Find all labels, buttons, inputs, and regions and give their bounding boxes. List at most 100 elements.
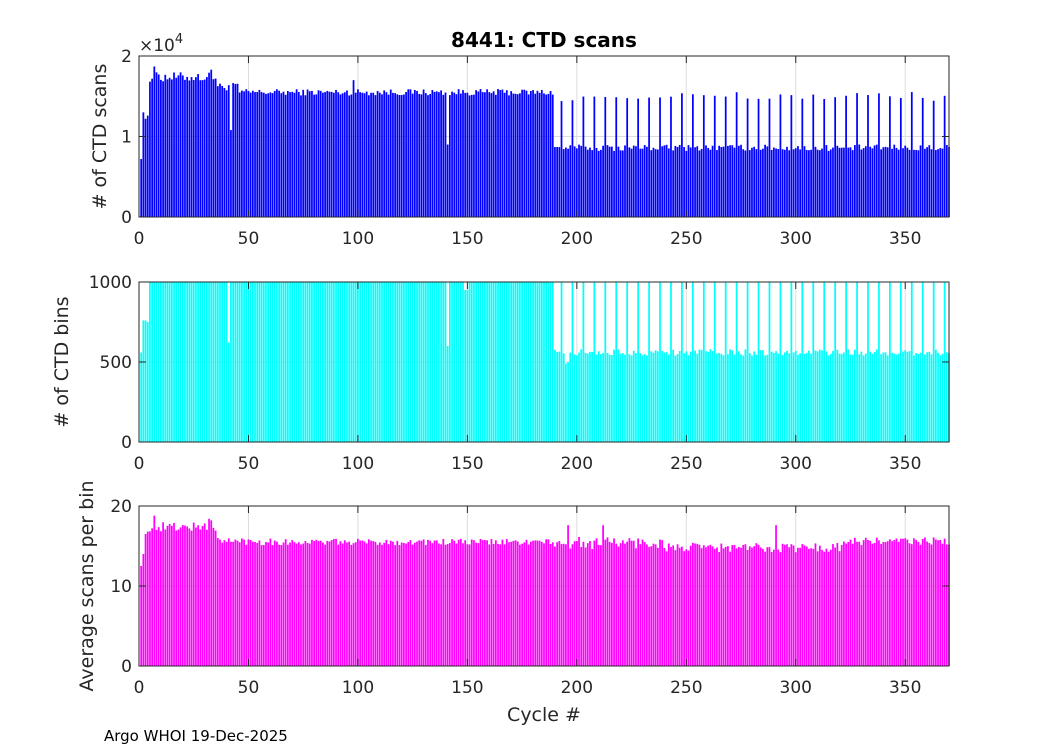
bar-avg-11 (162, 522, 164, 666)
bar-bins-167 (503, 282, 506, 442)
bar-avg-242 (667, 543, 670, 666)
bar-avg-339 (880, 543, 883, 666)
bar-avg-318 (834, 547, 837, 666)
bar-bins-96 (348, 282, 351, 442)
bar-avg-165 (499, 544, 502, 666)
bar-scans-97 (350, 94, 353, 217)
bar-bins-192 (558, 351, 561, 442)
bar-scans-249 (683, 147, 685, 217)
bar-bins-367 (941, 353, 944, 442)
bar-bins-24 (190, 282, 193, 442)
bar-bins-336 (873, 351, 876, 442)
bar-bins-254 (694, 350, 696, 442)
bar-avg-288 (768, 547, 771, 666)
bar-scans-148 (462, 90, 464, 217)
bar-bins-199 (573, 354, 576, 442)
bar-bins-193 (560, 282, 563, 442)
bar-avg-230 (641, 539, 644, 666)
bar-scans-357 (919, 145, 922, 217)
bar-scans-306 (808, 150, 810, 217)
bar-avg-354 (913, 538, 915, 666)
bar-scans-204 (584, 146, 587, 217)
bar-avg-335 (871, 543, 874, 666)
bar-avg-251 (687, 550, 690, 666)
bar-avg-212 (602, 525, 604, 666)
bar-avg-197 (569, 548, 572, 666)
bar-avg-299 (792, 545, 795, 666)
bar-scans-189 (551, 94, 554, 217)
bar-bins-4 (146, 322, 149, 442)
bar-bins-289 (770, 351, 773, 442)
bar-avg-298 (790, 544, 793, 666)
bar-bins-62 (273, 282, 276, 442)
bar-scans-44 (234, 83, 237, 217)
y-axis-label-avg: Average scans per bin (76, 480, 98, 691)
bar-bins-27 (197, 282, 199, 442)
bar-scans-53 (254, 92, 256, 217)
bar-scans-120 (400, 94, 403, 217)
bar-bins-351 (906, 351, 909, 442)
bar-avg-3 (144, 534, 147, 666)
bar-scans-127 (416, 90, 418, 217)
bar-avg-316 (829, 549, 832, 666)
bar-scans-280 (751, 147, 753, 217)
bar-bins-244 (672, 349, 675, 442)
bar-bins-59 (267, 282, 270, 442)
bar-bins-140 (444, 282, 447, 442)
bar-bins-147 (459, 282, 462, 442)
bar-bins-240 (663, 352, 666, 442)
bar-bins-150 (466, 290, 469, 442)
bar-bins-333 (867, 282, 869, 442)
bar-avg-258 (702, 545, 705, 666)
bar-avg-114 (387, 544, 390, 666)
bar-bins-141 (446, 346, 449, 442)
bar-scans-32 (208, 72, 210, 217)
bar-scans-317 (832, 147, 834, 217)
bar-scans-178 (527, 94, 530, 217)
bar-bins-306 (808, 350, 810, 442)
bar-scans-83 (319, 90, 322, 217)
bar-avg-104 (365, 543, 368, 666)
bar-avg-227 (635, 548, 637, 666)
x-tick-label-bins-4: 200 (561, 454, 593, 474)
bar-scans-98 (352, 80, 355, 218)
bar-bins-30 (203, 282, 206, 442)
bar-scans-356 (917, 150, 920, 217)
footer-credit: Argo WHOI 19-Dec-2025 (104, 727, 288, 745)
bar-scans-194 (562, 149, 565, 217)
bar-avg-146 (457, 539, 460, 666)
bar-scans-230 (641, 148, 644, 217)
bar-scans-288 (768, 98, 771, 217)
bar-avg-50 (247, 539, 250, 666)
bar-bins-183 (538, 282, 541, 442)
bar-scans-134 (431, 90, 434, 217)
bar-bins-28 (199, 282, 202, 442)
bar-scans-188 (549, 91, 552, 217)
bar-scans-293 (779, 94, 782, 217)
bar-avg-47 (241, 538, 243, 666)
bar-bins-53 (254, 282, 256, 442)
bar-avg-261 (709, 544, 712, 666)
bar-avg-217 (613, 538, 615, 666)
bar-scans-198 (571, 100, 574, 217)
bar-avg-110 (378, 542, 381, 666)
bar-scans-272 (733, 147, 736, 217)
bar-bins-120 (400, 282, 403, 442)
bar-avg-22 (186, 526, 189, 666)
bar-scans-340 (882, 147, 885, 217)
bar-avg-93 (341, 543, 344, 666)
bar-scans-311 (818, 150, 821, 217)
bar-bins-31 (205, 282, 208, 442)
bar-avg-89 (332, 538, 335, 666)
bar-bins-258 (702, 282, 705, 442)
bar-scans-113 (385, 92, 388, 217)
bar-bins-349 (902, 351, 904, 442)
bar-bins-348 (899, 282, 902, 442)
bar-avg-139 (442, 538, 445, 666)
bar-bins-312 (821, 350, 823, 442)
bar-bins-360 (926, 352, 928, 442)
bar-scans-123 (407, 89, 410, 217)
bar-avg-91 (337, 544, 340, 666)
bar-scans-259 (705, 145, 707, 217)
bar-avg-234 (650, 546, 653, 666)
